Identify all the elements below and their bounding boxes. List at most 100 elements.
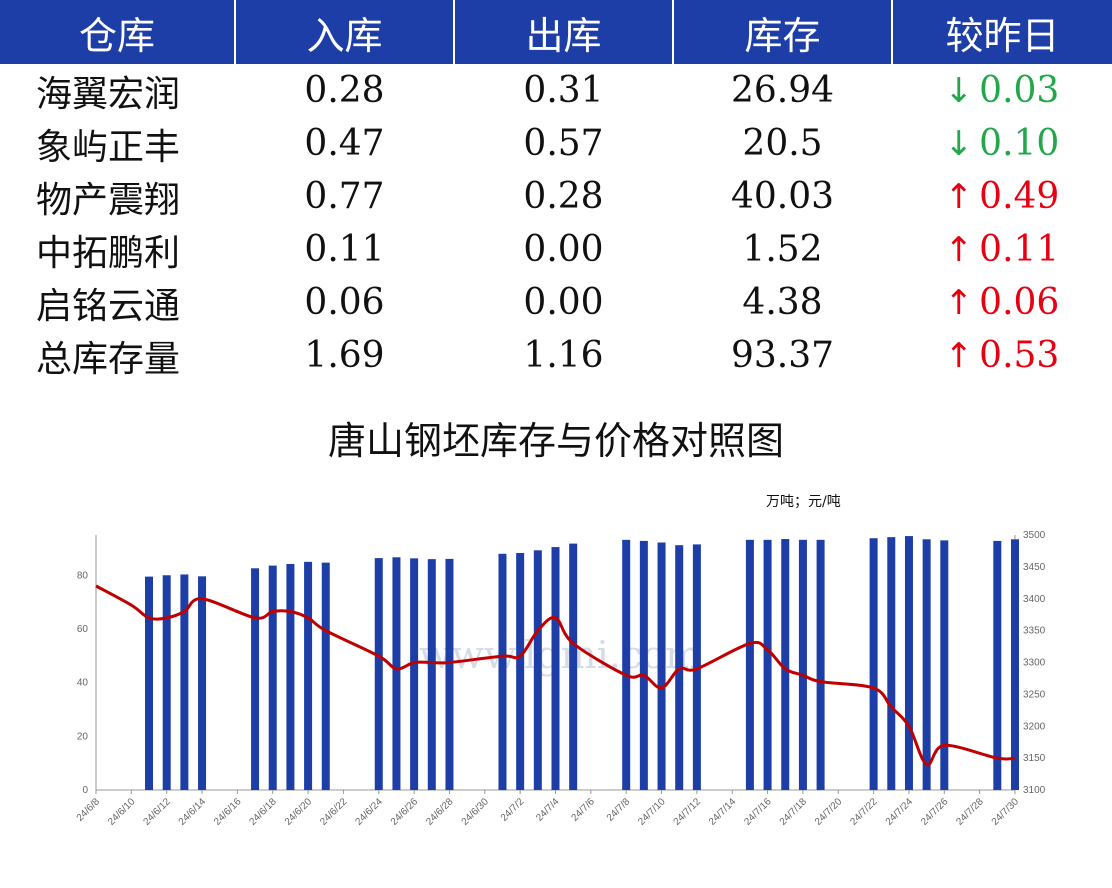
x-tick-label: 24/7/22 [848,796,880,828]
stock-bar [551,547,560,790]
warehouse-name-cell: 总库存量 [36,338,181,380]
y-right-tick-label: 3250 [1023,689,1046,700]
stock-bar [268,565,277,790]
stock-bar [922,539,931,790]
header-warehouse: 仓库 [0,0,236,64]
inbound-cell: 0.06 [304,282,385,323]
x-tick-label: 24/6/28 [424,796,456,828]
x-tick-label: 24/7/2 [499,796,527,824]
inbound-cell: 0.77 [304,176,385,217]
stock-price-chart: www.lgmi.com 0 20 40 60 80 3100 3150 3200 3250 330… [75,530,1046,828]
x-tick-label: 24/7/20 [813,796,845,828]
change-cell: ↑ 0.11 [892,223,1112,276]
watermark-text: www.lgmi.com [419,633,701,677]
y-left-tick-label: 40 [77,678,89,689]
table-header-row: 仓库 入库 出库 库存 较昨日 [0,0,1112,64]
y-right-tick-label: 3300 [1023,658,1046,669]
x-tick-label: 24/7/14 [707,796,739,828]
stock-bar [692,544,701,790]
warehouse-name-cell: 海翼宏润 [36,73,181,115]
x-tick-label: 24/7/6 [570,796,598,824]
stock-bar [180,574,189,790]
y-right-tick-label: 3400 [1023,594,1046,605]
stock-bar [763,539,772,790]
y-right-tick-label: 3100 [1023,785,1046,796]
outbound-cell: 0.00 [523,282,604,323]
stock-bar [392,557,401,790]
stock-cell: 1.52 [742,229,823,270]
stock-cell: 93.37 [730,335,835,376]
inbound-cell: 0.47 [304,123,385,164]
stock-bar [622,539,631,790]
stock-cell: 26.94 [730,70,835,111]
table-row: 海翼宏润 0.28 0.31 26.94 ↓ 0.03 [0,64,1112,117]
x-tick-label: 24/6/24 [354,796,386,828]
arrow-up-icon: ↑ [944,230,974,270]
stock-bar [798,539,807,790]
x-tick-label: 24/6/14 [177,796,209,828]
y-right-tick-label: 3500 [1023,530,1046,541]
y-left-tick-label: 0 [82,785,88,796]
change-value: 0.49 [979,176,1060,217]
outbound-cell: 0.31 [523,70,604,111]
change-value: 0.03 [979,70,1060,111]
outbound-cell: 0.00 [523,229,604,270]
x-tick-label: 24/7/26 [919,796,951,828]
table-row: 启铭云通 0.06 0.00 4.38 ↑ 0.06 [0,276,1112,329]
inbound-cell: 0.11 [304,229,385,270]
price-line [95,584,1016,767]
x-tick-label: 24/7/4 [534,796,562,824]
x-tick-label: 24/7/10 [636,796,668,828]
stock-bar [321,562,330,790]
warehouse-name-cell: 中拓鹏利 [36,232,181,274]
y-right-tick-label: 3150 [1023,753,1046,764]
stock-bar [516,552,525,790]
y-left-tick-label: 80 [77,570,89,581]
x-tick-label: 24/7/24 [884,796,916,828]
chart-title: 唐山钢坯库存与价格对照图 [327,419,784,463]
stock-bar [745,539,754,790]
x-tick-label: 24/7/28 [954,796,986,828]
inbound-cell: 1.69 [304,335,385,376]
stock-bar [904,536,913,790]
change-cell: ↑ 0.06 [892,276,1112,329]
x-tick-label: 24/6/26 [389,796,421,828]
warehouse-name-cell: 启铭云通 [36,285,181,327]
stock-bar [940,540,949,790]
outbound-cell: 1.16 [523,335,604,376]
change-cell: ↓ 0.03 [892,64,1112,117]
header-change: 较昨日 [892,0,1112,64]
table-row: 中拓鹏利 0.11 0.00 1.52 ↑ 0.11 [0,223,1112,276]
stock-bar [887,537,896,790]
stock-bar [498,553,507,790]
table-row: 物产震翔 0.77 0.28 40.03 ↑ 0.49 [0,170,1112,223]
change-cell: ↓ 0.10 [892,117,1112,170]
stock-bar [639,540,648,790]
change-cell: ↑ 0.53 [892,329,1112,382]
stock-bar [427,559,436,790]
outbound-cell: 0.28 [523,176,604,217]
stock-bar [993,540,1002,790]
change-cell: ↑ 0.49 [892,170,1112,223]
y-right-tick-label: 3350 [1023,626,1046,637]
x-tick-label: 24/7/12 [672,796,704,828]
y-right-tick-label: 3450 [1023,562,1046,573]
x-tick-label: 24/6/18 [247,796,279,828]
y-left-tick-label: 60 [77,624,89,635]
x-tick-label: 24/6/22 [318,796,350,828]
stock-bar [869,538,878,790]
warehouse-stock-table: 仓库 入库 出库 库存 较昨日 海翼宏润 0.28 0.31 26.94 ↓ 0.03 象屿… [0,0,1112,382]
change-value: 0.06 [979,282,1060,323]
warehouse-name-cell: 象屿正丰 [36,126,181,168]
stock-bar [533,550,542,790]
stock-bar [145,576,154,790]
stock-bar [569,543,578,790]
stock-bar [781,539,790,790]
table-row: 总库存量 1.69 1.16 93.37 ↑ 0.53 [0,329,1112,382]
stock-bar [162,575,171,790]
y-left-tick-label: 20 [77,731,89,742]
arrow-down-icon: ↓ [944,124,974,164]
x-tick-label: 24/6/8 [75,796,103,824]
header-stock: 库存 [673,0,893,64]
x-tick-label: 24/6/30 [460,796,492,828]
